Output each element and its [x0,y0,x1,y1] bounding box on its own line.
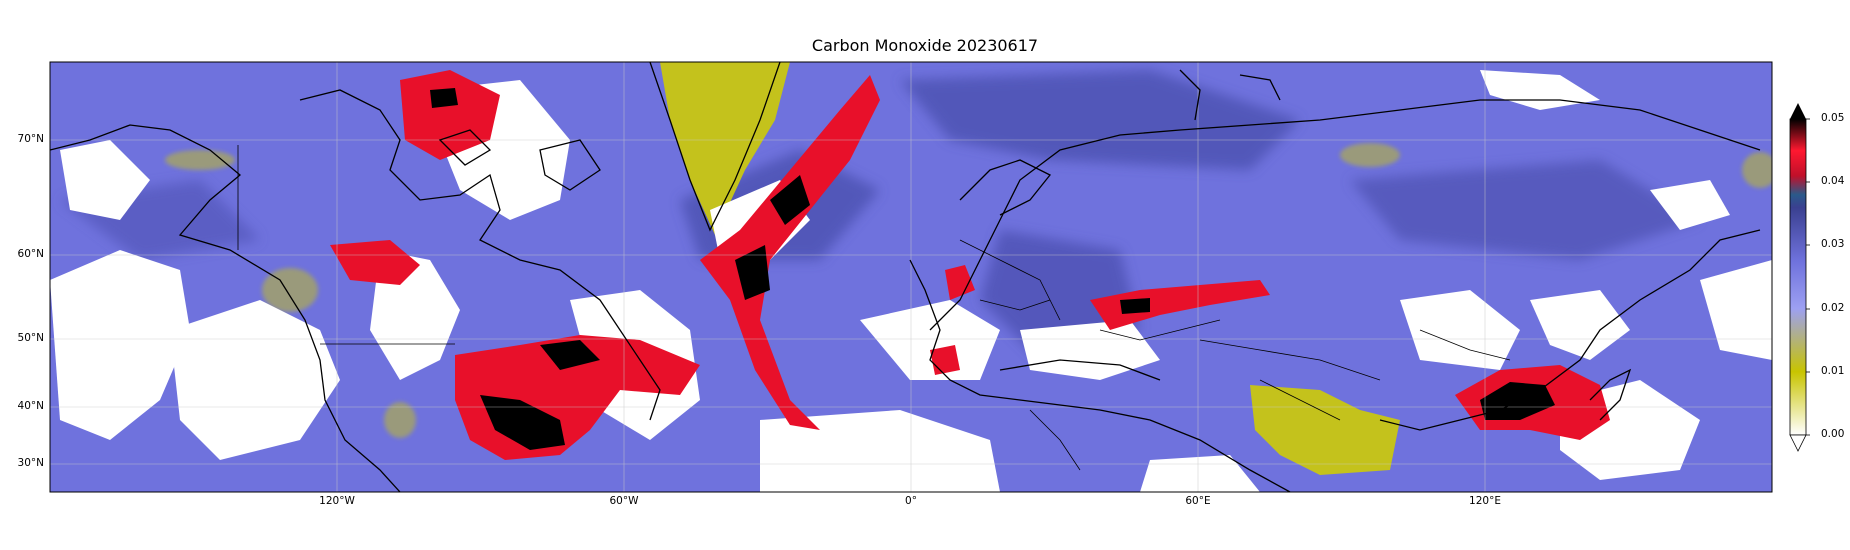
colorbar-extend-high [1790,103,1806,119]
tibet-low-co [1250,385,1400,475]
atlantic-smoke-plume [700,75,880,430]
greenland-low-co [660,62,790,235]
lon-label-60e: 60°E [1185,495,1211,507]
colorbar [1789,103,1810,452]
colorbar-tick-0-03: 0.03 [1821,238,1845,250]
no-data-areas [50,70,1772,492]
map-frame [49,61,1773,493]
lat-label-30: 30°N [17,457,44,469]
co-low-areas [165,62,1772,475]
colorbar-tick-0-04: 0.04 [1821,175,1845,187]
hudson-plume [400,70,500,160]
colorbar-tick-0-02: 0.02 [1821,302,1845,314]
colorbar-tick-0-00: 0.00 [1821,428,1845,440]
colorbar-scale [1789,118,1807,436]
west-canada-plume [330,240,420,285]
lon-label-120w: 120°W [319,495,355,507]
gridlines [50,62,1772,492]
borders [237,145,1511,471]
colorbar-tick-0-01: 0.01 [1821,365,1845,377]
lat-label-60: 60°N [17,248,44,260]
map-title: Carbon Monoxide 20230617 [811,36,1039,55]
colorbar-extend-low [1789,434,1807,452]
lat-label-70: 70°N [17,133,44,145]
lat-label-50: 50°N [17,332,44,344]
lon-label-0: 0° [905,495,917,507]
lon-label-60w: 60°W [609,495,639,507]
coastlines [50,62,1761,492]
siberia-plume [1090,280,1270,330]
lat-label-40: 40°N [17,400,44,412]
colorbar-tick-0-05: 0.05 [1821,112,1845,124]
lon-label-120e: 120°E [1469,495,1501,507]
co-map [50,62,1772,492]
